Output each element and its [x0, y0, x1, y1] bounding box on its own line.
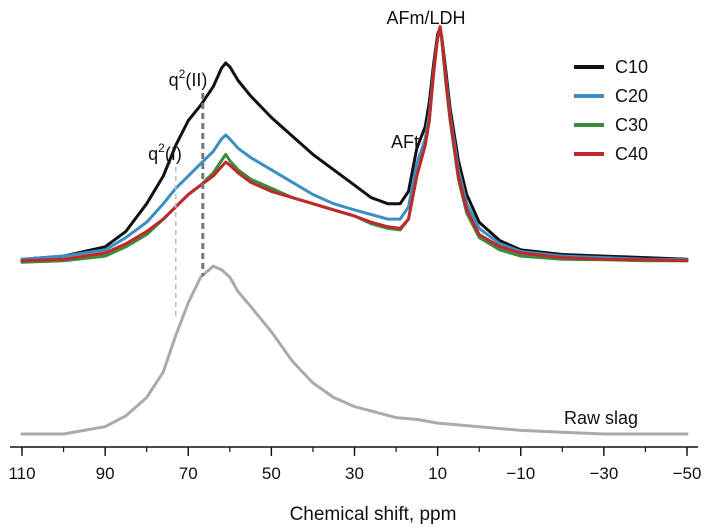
q2-ii-label: q2(II) [169, 67, 208, 90]
x-tick-label: 110 [8, 464, 35, 483]
legend-label-c30: C30 [615, 115, 648, 135]
x-tick-label: 10 [428, 464, 447, 483]
q2-i-label: q2(I) [148, 141, 182, 164]
afm-ldh-label: AFm/LDH [386, 8, 465, 28]
annotations: q2(II) q2(I) AFt AFm/LDH Raw slag [148, 8, 638, 428]
x-axis-title: Chemical shift, ppm [290, 504, 457, 525]
x-tick-label: −10 [506, 464, 535, 483]
legend-label-c40: C40 [615, 144, 648, 164]
x-tick-label: 30 [345, 464, 364, 483]
series-line-c10 [20, 26, 689, 261]
series-layer [20, 25, 689, 436]
legend-label-c10: C10 [615, 57, 648, 77]
x-tick-label: 70 [179, 464, 198, 483]
aft-label: AFt [391, 132, 419, 152]
x-tick-label: 50 [262, 464, 281, 483]
legend-label-c20: C20 [615, 86, 648, 106]
x-tick-label: −50 [673, 464, 702, 483]
series-line-raw-slag [20, 264, 689, 436]
series-line-c40 [20, 25, 689, 263]
series-line-c30 [20, 28, 689, 264]
series-line-c20 [20, 28, 689, 262]
x-axis: 110 90 70 50 30 10 −10 −30 −50 [8, 446, 702, 483]
x-tick-label: −30 [589, 464, 618, 483]
x-tick-label: 90 [96, 464, 115, 483]
raw-slag-label: Raw slag [564, 408, 638, 428]
legend: C10 C20 C30 C40 [574, 57, 648, 164]
